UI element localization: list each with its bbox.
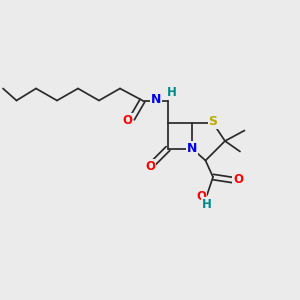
Text: O: O (145, 160, 155, 173)
Text: H: H (167, 85, 176, 99)
Text: S: S (208, 115, 217, 128)
Text: O: O (196, 190, 207, 203)
Text: N: N (187, 142, 197, 155)
Text: O: O (122, 113, 133, 127)
Text: H: H (202, 197, 211, 211)
Text: N: N (151, 93, 161, 106)
Text: O: O (233, 173, 243, 186)
